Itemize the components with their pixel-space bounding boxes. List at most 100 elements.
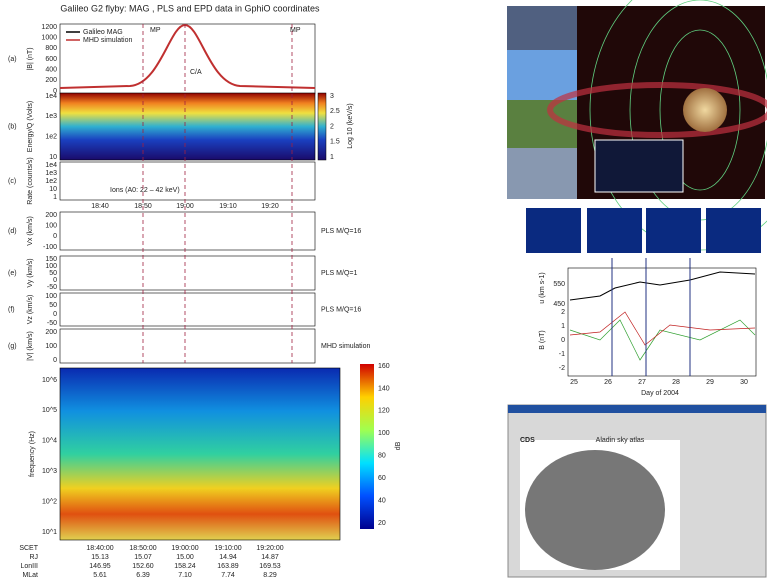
y-tick-label: 10^6 <box>42 377 57 384</box>
panel-frame <box>59 161 316 201</box>
panel-frame <box>59 328 316 364</box>
table-cell: 169.53 <box>259 563 281 570</box>
panel-frame <box>59 292 316 327</box>
field-curve <box>569 319 756 361</box>
colorbar-tick: 60 <box>378 475 386 482</box>
y-axis-label: Energy/Q (Volts) <box>27 101 34 152</box>
window-title: Aladin sky atlas <box>596 437 645 444</box>
x-tick-label: 19:20 <box>261 203 279 210</box>
panel-letter: (b) <box>8 123 17 130</box>
table-cell: 163.89 <box>217 563 239 570</box>
y-axis-label: Vy (km/s) <box>27 258 34 287</box>
logo: CDS <box>520 437 535 444</box>
panel-letter: (e) <box>8 270 17 277</box>
panel-letter: (f) <box>8 306 15 313</box>
colorbar-label: Log 10 (keV/s) <box>347 103 354 149</box>
table-cell: 158.24 <box>174 563 196 570</box>
y-tick-label: -2 <box>559 365 565 372</box>
y-tick-label: 10^3 <box>42 468 57 475</box>
colorbar-tick: 40 <box>378 497 386 504</box>
colorbar-tick: 1.5 <box>330 139 340 146</box>
y-tick-label: 150 <box>45 256 57 263</box>
table-cell: 7.10 <box>178 572 192 578</box>
y-axis-label: Vz (km/s) <box>27 295 34 325</box>
plot-frame <box>567 267 757 377</box>
y-tick-label: 600 <box>45 56 57 63</box>
colorbar <box>317 92 327 161</box>
y-tick-label: 200 <box>45 329 57 336</box>
panel-frame <box>59 23 316 95</box>
y-axis-label: Vx (km/s) <box>27 216 34 246</box>
y-tick-label: 200 <box>45 212 57 219</box>
y-tick-label: 0 <box>53 311 57 318</box>
x-tick-label: 18:40 <box>91 203 109 210</box>
y-tick-label: 100 <box>45 343 57 350</box>
sky-image <box>525 450 665 570</box>
panel-letter: (c) <box>8 178 16 185</box>
panel-frame <box>59 255 316 291</box>
y-tick-label: 0 <box>53 88 57 95</box>
y-axis-label: u (km s-1) <box>539 272 546 304</box>
colorbar-tick: 80 <box>378 453 386 460</box>
annotation: MP <box>290 27 301 34</box>
y-tick-label: 50 <box>49 302 57 309</box>
table-cell: 18:50:00 <box>129 545 156 552</box>
x-axis-label: Day of 2004 <box>641 390 679 397</box>
table-cell: LonIII <box>20 563 38 570</box>
aurora-inset <box>594 139 684 193</box>
y-tick-label: 10^2 <box>42 498 57 505</box>
table-cell: SCET <box>19 545 38 552</box>
title: Galileo G2 flyby: MAG , PLS and EPD data… <box>60 3 320 13</box>
table-cell: 5.61 <box>93 572 107 578</box>
photo <box>507 50 577 100</box>
table-cell: 19:20:00 <box>256 545 283 552</box>
y-tick-label: 10 <box>49 186 57 193</box>
y-tick-label: 0 <box>561 337 565 344</box>
colorbar-tick: 100 <box>378 430 390 437</box>
y-tick-label: -1 <box>559 351 565 358</box>
legend-label: MHD simulation <box>83 37 133 44</box>
colorbar-tick: 1 <box>330 154 334 161</box>
y-axis-label: Rate (counts/s) <box>27 157 34 204</box>
y-tick-label: 1e4 <box>45 162 57 169</box>
y-axis-label: frequency (Hz) <box>29 431 36 477</box>
x-tick-label: 19:10 <box>219 203 237 210</box>
y-tick-label: 550 <box>553 281 565 288</box>
panel-letter: (g) <box>8 343 17 350</box>
photo <box>507 148 577 199</box>
colorbar-tick: 3 <box>330 93 334 100</box>
table-cell: 14.87 <box>261 554 279 561</box>
panel-letter: (d) <box>8 228 17 235</box>
y-tick-label: 10 <box>49 154 57 161</box>
y-tick-label: 1e4 <box>45 93 57 100</box>
y-tick-label: 10^4 <box>42 438 57 445</box>
x-tick-label: 29 <box>706 379 714 386</box>
y-tick-label: 10^1 <box>42 529 57 536</box>
colorbar-tick: 140 <box>378 385 390 392</box>
y-tick-label: 1e2 <box>45 178 57 185</box>
annotation: MP <box>150 27 161 34</box>
x-tick-label: 28 <box>672 379 680 386</box>
colorbar-tick: 20 <box>378 520 386 527</box>
field-curve <box>569 311 756 346</box>
table-cell: 146.95 <box>89 563 111 570</box>
y-tick-label: 1e3 <box>45 170 57 177</box>
y-tick-label: 1 <box>53 194 57 201</box>
speed-curve <box>569 271 756 301</box>
legend: PLS M/Q=1 <box>321 270 357 277</box>
panel-letter: (a) <box>8 56 17 63</box>
y-tick-label: 100 <box>45 293 57 300</box>
table-cell: 15.00 <box>176 554 194 561</box>
annotation: Ions (A0: 22 – 42 keV) <box>110 187 180 194</box>
table-cell: 14.94 <box>219 554 237 561</box>
torus <box>547 82 767 138</box>
table-cell: 152.60 <box>132 563 154 570</box>
table-cell: 18:40:00 <box>86 545 113 552</box>
annotation: C/A <box>190 69 202 76</box>
aurora-images <box>526 208 761 253</box>
table-cell: 7.74 <box>221 572 235 578</box>
y-tick-label: 1e2 <box>45 134 57 141</box>
spectrogram <box>59 367 341 541</box>
y-tick-label: 450 <box>553 301 565 308</box>
